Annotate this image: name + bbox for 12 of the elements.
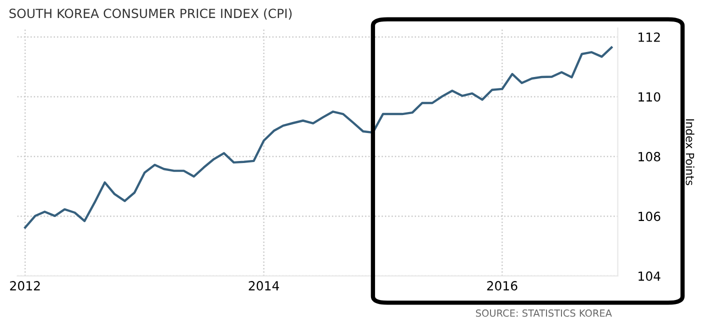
x-tick-label: 2012 xyxy=(10,281,40,290)
source-note: SOURCE: STATISTICS KOREA xyxy=(476,309,612,317)
line-series xyxy=(24,46,613,229)
y-tick-label: 110 xyxy=(638,92,660,102)
y-tick-label: 104 xyxy=(638,271,660,281)
y-tick-label: 106 xyxy=(638,212,660,222)
chart-title: SOUTH KOREA CONSUMER PRICE INDEX (CPI) xyxy=(9,8,292,20)
y-axis-title: Index Points xyxy=(686,119,694,186)
x-tick-label: 2016 xyxy=(487,281,518,290)
y-tick-label: 112 xyxy=(638,32,660,42)
y-tick-label: 108 xyxy=(638,152,660,162)
x-tick-label: 2014 xyxy=(248,281,280,290)
